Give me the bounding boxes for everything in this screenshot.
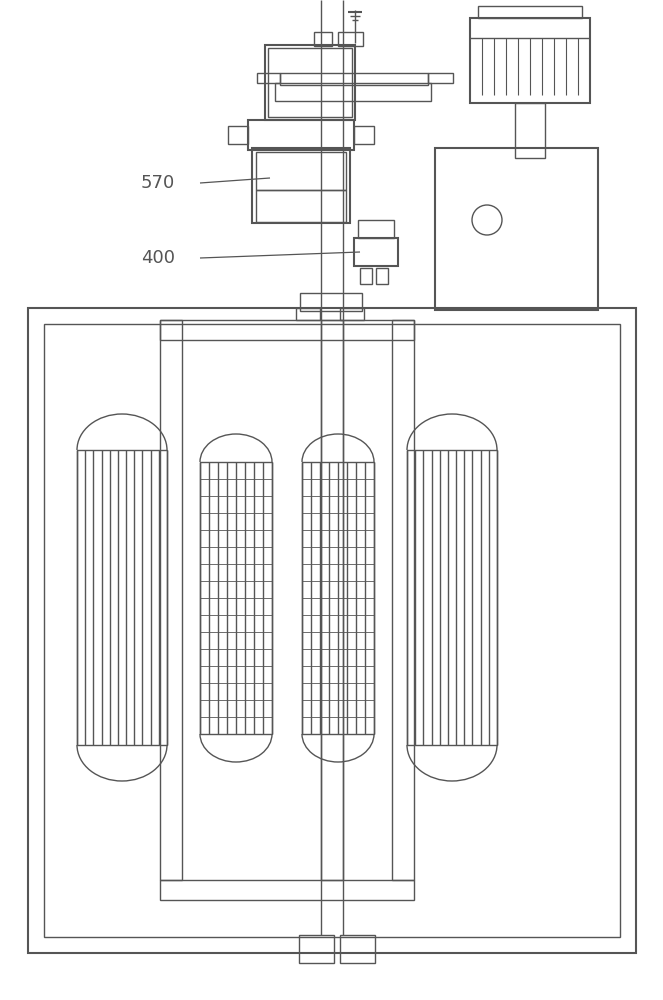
Bar	[340, 308, 364, 320]
Bar	[428, 73, 453, 83]
Text: 570: 570	[141, 174, 175, 192]
Bar	[515, 103, 545, 158]
Bar	[160, 320, 182, 880]
Bar	[252, 148, 350, 223]
Bar	[302, 462, 374, 734]
Bar	[160, 320, 414, 340]
Bar	[435, 148, 598, 310]
Bar	[256, 152, 346, 190]
Bar	[296, 308, 320, 320]
Bar	[392, 320, 414, 880]
Bar	[265, 45, 355, 120]
Bar	[358, 220, 394, 238]
Bar	[268, 48, 352, 117]
Bar	[354, 126, 374, 144]
Bar	[407, 450, 497, 745]
Bar	[257, 73, 280, 83]
Bar	[360, 268, 372, 284]
Bar	[200, 462, 272, 734]
Bar	[376, 268, 388, 284]
Bar	[300, 293, 362, 311]
Bar	[77, 450, 167, 745]
Bar	[354, 238, 398, 266]
Bar	[299, 935, 334, 963]
Bar	[275, 83, 431, 101]
Bar	[340, 935, 375, 963]
Bar	[256, 190, 346, 222]
Bar	[478, 6, 582, 18]
Bar	[321, 320, 343, 880]
Bar	[280, 73, 428, 85]
Bar	[160, 880, 414, 900]
Bar	[338, 32, 363, 46]
Bar	[28, 308, 636, 953]
Bar	[248, 120, 354, 150]
Bar	[314, 32, 332, 46]
Bar	[470, 18, 590, 103]
Bar	[228, 126, 248, 144]
Text: 400: 400	[141, 249, 175, 267]
Bar	[44, 324, 620, 937]
